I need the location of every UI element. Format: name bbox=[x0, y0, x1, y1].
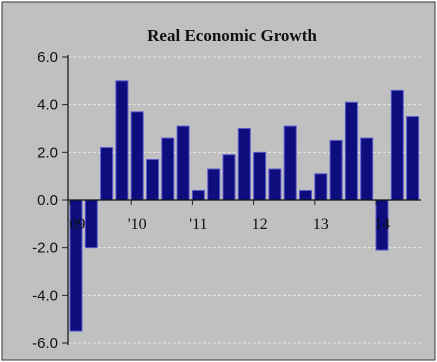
axes bbox=[62, 55, 421, 345]
bar bbox=[253, 151, 267, 201]
bar bbox=[161, 137, 175, 201]
y-tick-label: -4.0 bbox=[32, 287, 58, 304]
bar bbox=[176, 125, 190, 201]
chart-title: Real Economic Growth bbox=[147, 26, 317, 45]
bar bbox=[314, 173, 328, 201]
bar bbox=[390, 89, 404, 201]
y-tick-label: 0.0 bbox=[37, 192, 58, 209]
x-tick-label: '11 bbox=[189, 216, 207, 233]
y-tick-label: 4.0 bbox=[37, 97, 58, 114]
bar bbox=[329, 139, 343, 201]
x-tick-label: '09 bbox=[67, 216, 86, 233]
bar bbox=[299, 189, 312, 201]
x-tick-label: 13 bbox=[313, 216, 329, 233]
bars bbox=[69, 80, 420, 332]
bar bbox=[268, 168, 282, 201]
bar bbox=[237, 128, 251, 201]
bar bbox=[222, 154, 236, 201]
y-tick-labels: 6.0 4.0 2.0 0.0 -2.0 -4.0 -6.0 bbox=[32, 49, 58, 352]
x-tick-label: '10 bbox=[128, 216, 147, 233]
bar bbox=[115, 80, 129, 201]
bar bbox=[406, 116, 420, 201]
bar bbox=[100, 147, 114, 201]
bar bbox=[146, 158, 159, 201]
y-tick-label: 6.0 bbox=[37, 49, 58, 66]
y-tick-label: 2.0 bbox=[37, 144, 58, 161]
bar bbox=[84, 199, 98, 249]
x-tick-label: 12 bbox=[252, 216, 268, 233]
bar bbox=[207, 168, 221, 201]
bar bbox=[360, 137, 374, 201]
x-tick-label: 14 bbox=[374, 216, 390, 233]
bar bbox=[344, 101, 358, 201]
y-tick-label: -6.0 bbox=[32, 335, 58, 352]
y-tick-label: -2.0 bbox=[32, 240, 58, 257]
bar bbox=[191, 189, 205, 201]
bar bbox=[130, 111, 144, 201]
bar bbox=[283, 125, 297, 201]
x-tick-labels: '09 '10 '11 12 13 14 bbox=[67, 216, 390, 233]
